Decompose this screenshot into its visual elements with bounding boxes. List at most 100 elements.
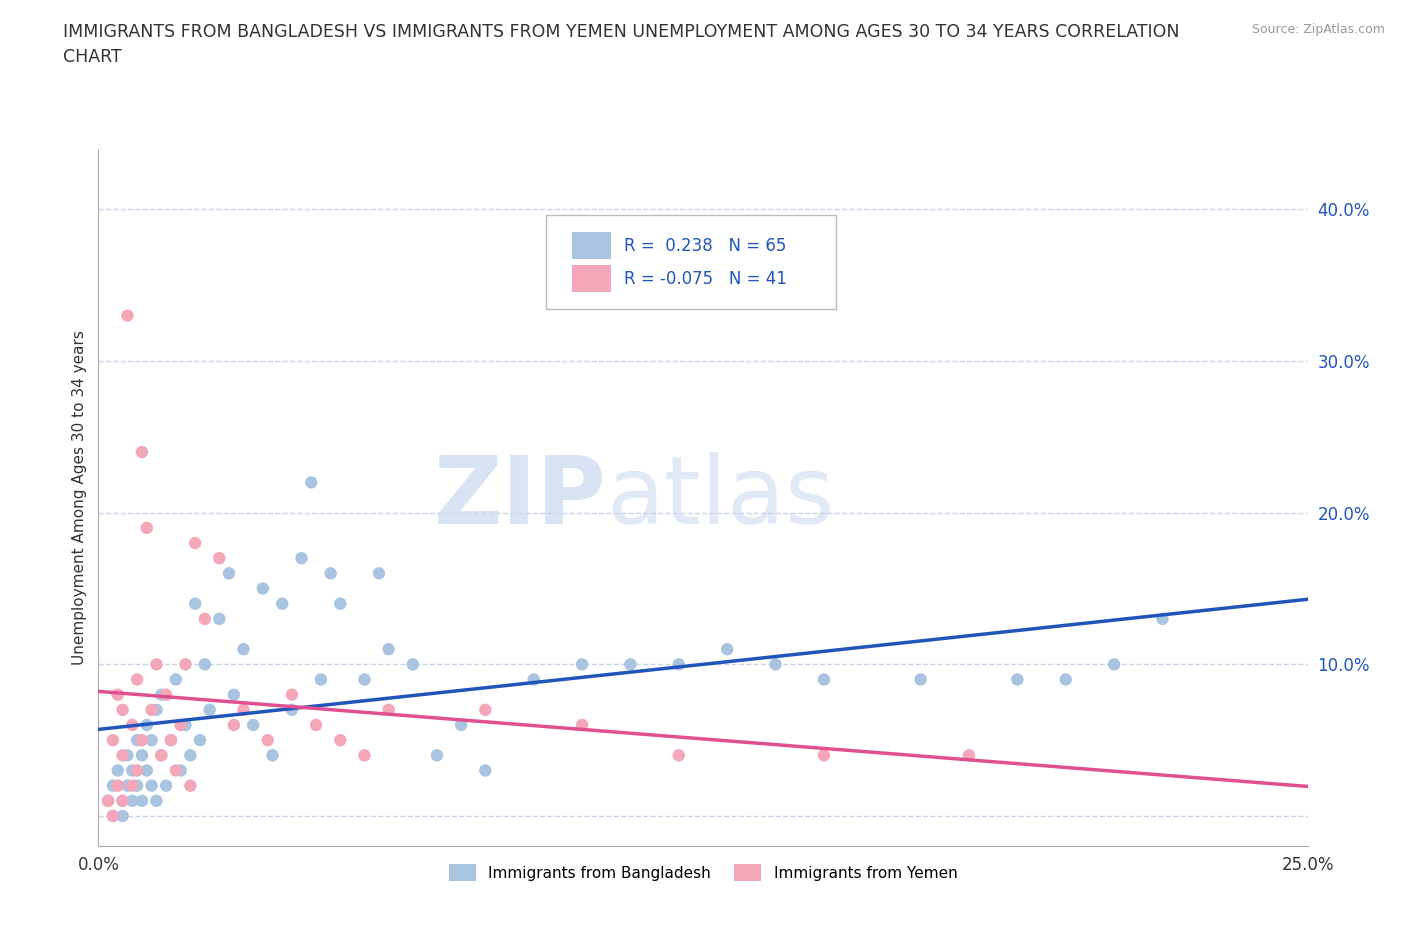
Point bbox=[145, 657, 167, 671]
Point bbox=[155, 687, 177, 702]
Point bbox=[232, 702, 254, 717]
Point bbox=[141, 778, 163, 793]
Point bbox=[450, 718, 472, 733]
Point bbox=[165, 672, 187, 687]
Point bbox=[127, 763, 149, 777]
Point bbox=[111, 702, 134, 717]
Point bbox=[222, 718, 245, 733]
Point bbox=[299, 475, 322, 490]
Point bbox=[107, 687, 129, 702]
Point bbox=[305, 718, 328, 733]
Point bbox=[179, 748, 201, 763]
Point bbox=[160, 733, 183, 748]
Point bbox=[281, 702, 304, 717]
Point bbox=[377, 642, 399, 657]
Point bbox=[127, 733, 149, 748]
Point bbox=[353, 672, 375, 687]
Point bbox=[141, 702, 163, 717]
Point bbox=[107, 778, 129, 793]
Point bbox=[1102, 657, 1125, 671]
Point bbox=[271, 596, 294, 611]
Point bbox=[107, 763, 129, 777]
Point bbox=[121, 793, 143, 808]
Point bbox=[208, 551, 231, 565]
Point bbox=[97, 793, 120, 808]
Point bbox=[145, 793, 167, 808]
Legend: Immigrants from Bangladesh, Immigrants from Yemen: Immigrants from Bangladesh, Immigrants f… bbox=[443, 857, 963, 887]
Point bbox=[523, 672, 546, 687]
Point bbox=[150, 748, 173, 763]
Y-axis label: Unemployment Among Ages 30 to 34 years: Unemployment Among Ages 30 to 34 years bbox=[72, 330, 87, 665]
Point bbox=[377, 702, 399, 717]
Point bbox=[716, 642, 738, 657]
Point bbox=[155, 778, 177, 793]
Point bbox=[131, 445, 153, 459]
Point bbox=[111, 748, 134, 763]
Point bbox=[188, 733, 211, 748]
Point bbox=[117, 748, 139, 763]
Point bbox=[150, 748, 173, 763]
Point bbox=[957, 748, 980, 763]
Point bbox=[169, 718, 191, 733]
Point bbox=[117, 778, 139, 793]
Point bbox=[262, 748, 284, 763]
Point bbox=[426, 748, 449, 763]
Point bbox=[242, 718, 264, 733]
Point bbox=[474, 763, 496, 777]
Point bbox=[160, 733, 183, 748]
Text: R =  0.238   N = 65: R = 0.238 N = 65 bbox=[624, 237, 787, 255]
Point bbox=[813, 748, 835, 763]
Point bbox=[256, 733, 278, 748]
Point bbox=[97, 793, 120, 808]
Point bbox=[145, 702, 167, 717]
Point bbox=[101, 808, 124, 823]
Point bbox=[101, 733, 124, 748]
Point bbox=[198, 702, 221, 717]
Point bbox=[111, 808, 134, 823]
Point bbox=[174, 657, 197, 671]
Point bbox=[813, 672, 835, 687]
Point bbox=[121, 778, 143, 793]
Point bbox=[232, 642, 254, 657]
Point bbox=[1007, 672, 1029, 687]
Point bbox=[184, 596, 207, 611]
Point bbox=[668, 657, 690, 671]
Point bbox=[571, 718, 593, 733]
Point bbox=[194, 611, 217, 626]
Point bbox=[121, 763, 143, 777]
Point bbox=[208, 611, 231, 626]
FancyBboxPatch shape bbox=[572, 232, 612, 259]
Point bbox=[101, 808, 124, 823]
Point bbox=[117, 308, 139, 323]
Point bbox=[281, 687, 304, 702]
Point bbox=[222, 687, 245, 702]
Point bbox=[252, 581, 274, 596]
Point bbox=[368, 566, 391, 581]
Point bbox=[111, 793, 134, 808]
Point bbox=[135, 763, 157, 777]
Point bbox=[131, 793, 153, 808]
Point bbox=[101, 778, 124, 793]
Point bbox=[135, 521, 157, 536]
Text: R = -0.075   N = 41: R = -0.075 N = 41 bbox=[624, 270, 787, 287]
Point bbox=[194, 657, 217, 671]
Point bbox=[174, 718, 197, 733]
Point bbox=[571, 657, 593, 671]
Point bbox=[127, 672, 149, 687]
Point bbox=[179, 778, 201, 793]
Point bbox=[184, 536, 207, 551]
Point bbox=[165, 763, 187, 777]
Point bbox=[131, 733, 153, 748]
Text: ZIP: ZIP bbox=[433, 452, 606, 543]
Point bbox=[121, 718, 143, 733]
Point bbox=[169, 763, 191, 777]
Point bbox=[218, 566, 240, 581]
Point bbox=[1152, 611, 1174, 626]
Point bbox=[1054, 672, 1077, 687]
Point bbox=[619, 657, 641, 671]
Point bbox=[329, 596, 352, 611]
Text: IMMIGRANTS FROM BANGLADESH VS IMMIGRANTS FROM YEMEN UNEMPLOYMENT AMONG AGES 30 T: IMMIGRANTS FROM BANGLADESH VS IMMIGRANTS… bbox=[63, 23, 1180, 66]
FancyBboxPatch shape bbox=[572, 265, 612, 292]
Text: Source: ZipAtlas.com: Source: ZipAtlas.com bbox=[1251, 23, 1385, 36]
Point bbox=[309, 672, 332, 687]
